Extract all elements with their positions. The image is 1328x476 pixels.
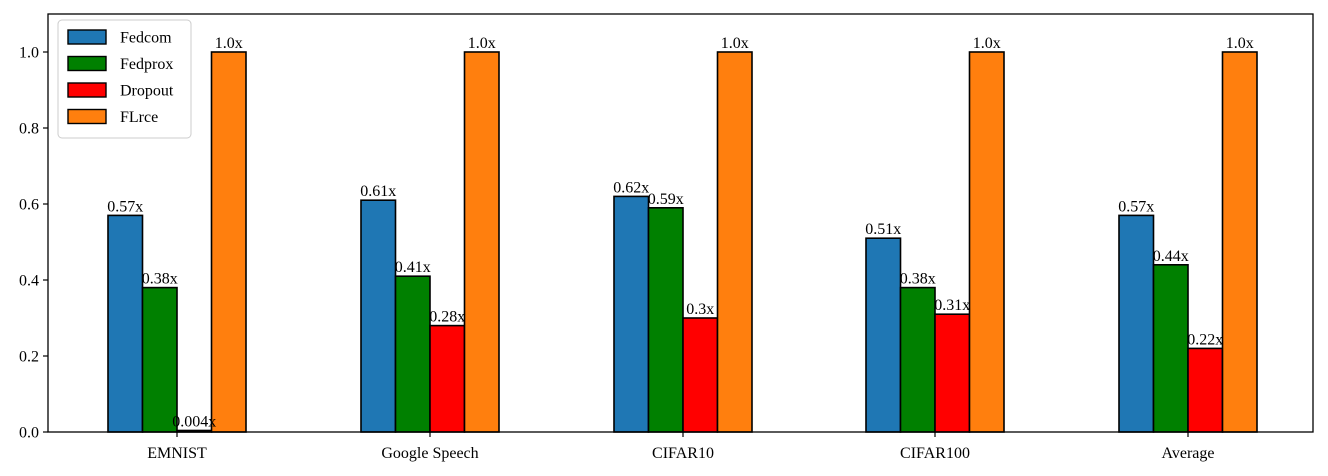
data-label: 0.38x bbox=[142, 271, 178, 288]
y-tick-label: 0.0 bbox=[19, 425, 39, 442]
x-axis: EMNIST Google Speech CIFAR10 CIFAR100 Averag… bbox=[147, 432, 1215, 462]
bar-flrce-cifar10 bbox=[716, 51, 753, 433]
data-label: 0.3x bbox=[686, 301, 714, 318]
data-label: 0.004x bbox=[172, 413, 216, 430]
bar-fedprox-average bbox=[1152, 263, 1189, 433]
y-tick-label: 1.0 bbox=[19, 45, 39, 62]
x-tick-label: EMNIST bbox=[147, 445, 207, 462]
x-tick-label: Google Speech bbox=[381, 445, 478, 462]
data-label: 1.0x bbox=[468, 35, 496, 52]
bar-flrce-cifar100 bbox=[968, 51, 1005, 433]
legend: Fedcom Fedprox Dropout FLrce bbox=[57, 19, 192, 139]
legend-swatch-fedcom bbox=[67, 29, 107, 45]
x-tick-label: CIFAR100 bbox=[900, 445, 970, 462]
bar-fedprox-google-speech bbox=[394, 275, 431, 433]
bar-fedprox-emnist bbox=[141, 286, 178, 433]
bar-fedcom-google-speech bbox=[360, 199, 397, 433]
legend-swatch-fedprox bbox=[67, 55, 107, 72]
data-label: 0.57x bbox=[1118, 198, 1154, 215]
y-axis: 0.0 0.2 0.4 0.6 0.8 1.0 bbox=[19, 45, 48, 442]
legend-box bbox=[57, 19, 192, 139]
data-label: 1.0x bbox=[721, 35, 749, 52]
data-label: 0.44x bbox=[1153, 248, 1189, 265]
bar-fedprox-cifar10 bbox=[647, 207, 684, 433]
data-label: 0.41x bbox=[395, 259, 431, 276]
data-label: 1.0x bbox=[973, 35, 1001, 52]
y-tick-label: 0.4 bbox=[19, 273, 39, 290]
bar-dropout-cifar100 bbox=[934, 313, 971, 433]
bars-layer bbox=[107, 51, 1258, 433]
data-labels-layer: 0.57x 0.61x 0.62x 0.51x 0.57x 0.38x 0.41x 0.59x… bbox=[107, 35, 1254, 430]
y-tick-label: 0.8 bbox=[19, 121, 39, 138]
legend-swatch-flrce bbox=[67, 108, 107, 125]
data-label: 0.59x bbox=[648, 191, 684, 208]
legend-label-dropout: Dropout bbox=[120, 83, 174, 100]
y-tick-label: 0.6 bbox=[19, 197, 39, 214]
bar-dropout-cifar10 bbox=[682, 317, 719, 433]
data-label: 0.28x bbox=[429, 309, 465, 326]
bar-fedcom-cifar10 bbox=[613, 195, 650, 433]
bar-fedcom-emnist bbox=[107, 214, 144, 433]
legend-label-fedprox: Fedprox bbox=[120, 56, 173, 73]
y-tick-label: 0.2 bbox=[19, 349, 39, 366]
bar-fedprox-cifar100 bbox=[899, 286, 936, 433]
data-label: 0.51x bbox=[865, 221, 901, 238]
legend-swatch-dropout bbox=[67, 82, 107, 98]
plot-area-frame bbox=[47, 13, 1314, 433]
bar-fedcom-average bbox=[1118, 214, 1155, 433]
bar-fedcom-cifar100 bbox=[865, 237, 902, 433]
x-tick-label: Average bbox=[1162, 445, 1215, 462]
bar-flrce-average bbox=[1221, 51, 1258, 433]
bar-flrce-google-speech bbox=[463, 51, 500, 433]
data-label: 0.38x bbox=[900, 271, 936, 288]
data-label: 0.62x bbox=[613, 179, 649, 196]
bar-dropout-google-speech bbox=[429, 324, 466, 433]
data-label: 1.0x bbox=[1226, 35, 1254, 52]
data-label: 0.57x bbox=[107, 198, 143, 215]
legend-label-flrce: FLrce bbox=[120, 109, 158, 126]
data-label: 0.31x bbox=[934, 297, 970, 314]
data-label: 0.61x bbox=[360, 183, 396, 200]
x-tick-label: CIFAR10 bbox=[652, 445, 714, 462]
bar-flrce-emnist bbox=[210, 51, 247, 433]
data-label: 1.0x bbox=[215, 35, 243, 52]
bar-dropout-average bbox=[1187, 347, 1224, 433]
data-label: 0.22x bbox=[1187, 331, 1223, 348]
legend-label-fedcom: Fedcom bbox=[120, 30, 172, 47]
